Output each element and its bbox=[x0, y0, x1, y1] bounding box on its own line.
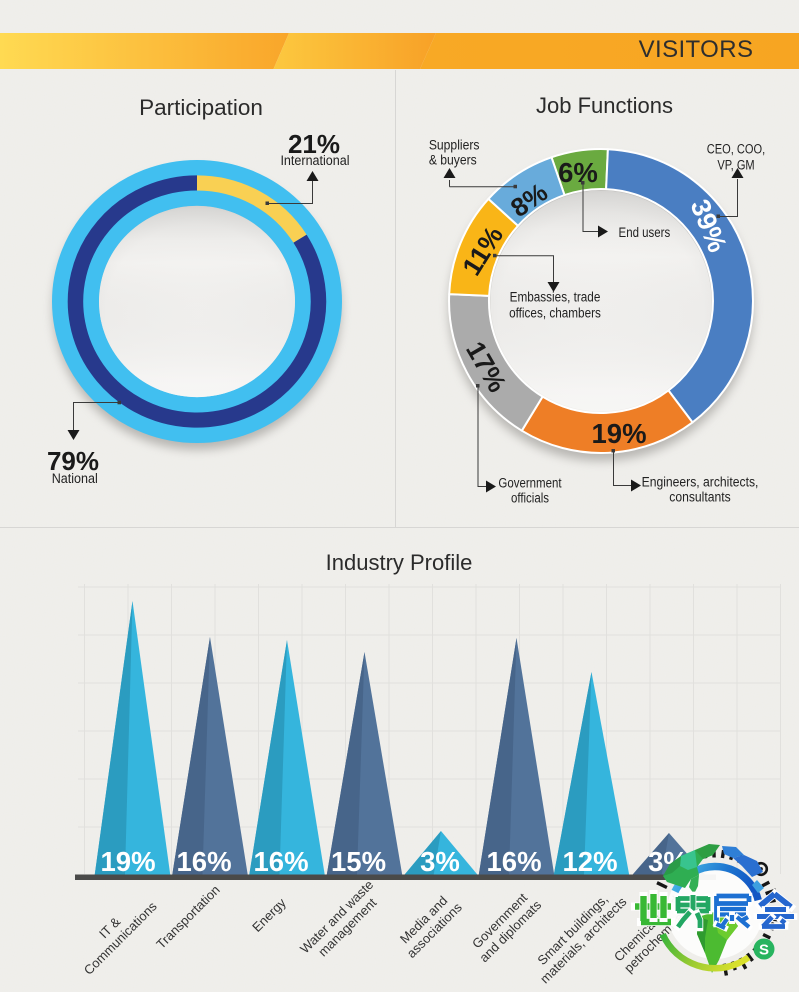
svg-text:S: S bbox=[759, 942, 769, 959]
